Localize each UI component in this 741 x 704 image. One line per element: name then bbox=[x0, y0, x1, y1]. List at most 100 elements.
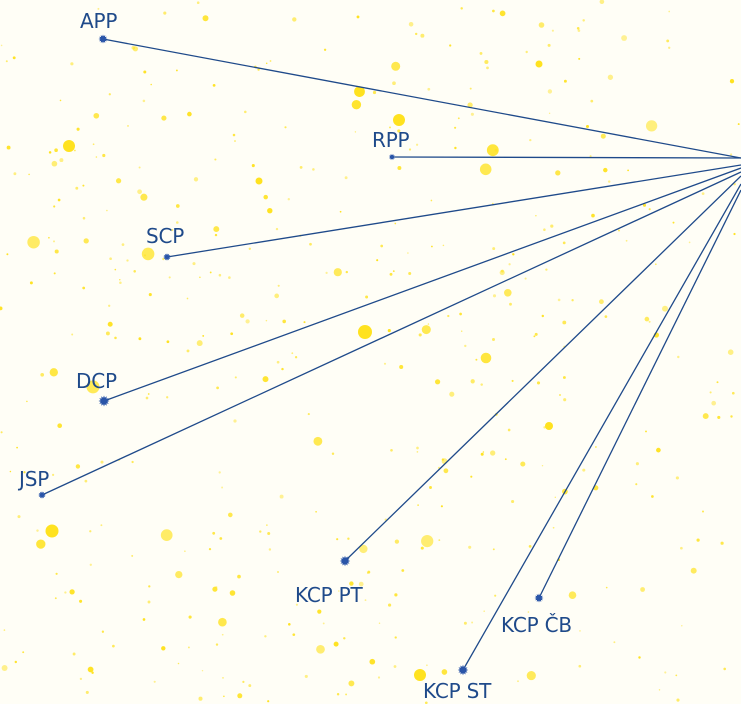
background-star bbox=[418, 333, 422, 337]
background-star bbox=[304, 674, 308, 678]
bright-star bbox=[63, 140, 75, 152]
background-star bbox=[345, 693, 348, 696]
background-star bbox=[676, 698, 680, 702]
background-star bbox=[251, 164, 255, 168]
background-star bbox=[119, 281, 122, 284]
background-star bbox=[57, 423, 63, 429]
background-star bbox=[429, 486, 432, 489]
background-star bbox=[307, 413, 310, 416]
background-star bbox=[166, 241, 169, 244]
background-star bbox=[147, 393, 150, 395]
background-star bbox=[380, 244, 384, 248]
background-star bbox=[339, 210, 342, 213]
background-star bbox=[645, 120, 658, 132]
background-star bbox=[366, 572, 369, 574]
background-star bbox=[408, 272, 412, 275]
background-star bbox=[392, 81, 396, 86]
background-star bbox=[257, 68, 260, 71]
node-label-app: APP bbox=[80, 9, 118, 33]
background-star bbox=[492, 294, 497, 298]
background-star bbox=[141, 247, 155, 261]
background-star bbox=[114, 336, 117, 340]
background-star bbox=[230, 332, 234, 336]
background-star bbox=[727, 349, 734, 356]
background-star bbox=[233, 419, 237, 423]
background-star bbox=[40, 372, 45, 377]
background-star bbox=[112, 644, 115, 648]
background-star bbox=[527, 611, 530, 613]
star-burst-icon bbox=[457, 664, 469, 676]
background-star bbox=[440, 505, 443, 508]
background-star bbox=[414, 32, 418, 36]
background-star bbox=[391, 61, 401, 71]
background-star bbox=[102, 153, 106, 158]
background-star bbox=[578, 664, 582, 668]
background-star bbox=[323, 48, 327, 51]
background-star bbox=[72, 652, 76, 656]
background-star bbox=[613, 641, 616, 644]
background-star bbox=[53, 205, 56, 208]
background-star bbox=[504, 458, 507, 461]
background-star bbox=[1, 665, 8, 671]
background-star bbox=[552, 526, 555, 529]
background-star bbox=[29, 281, 33, 285]
background-star bbox=[534, 332, 538, 336]
background-star bbox=[162, 257, 165, 261]
background-star bbox=[287, 198, 290, 201]
background-star bbox=[198, 696, 203, 701]
background-star bbox=[214, 158, 217, 161]
bright-star bbox=[535, 60, 543, 68]
background-star bbox=[668, 10, 671, 13]
background-star bbox=[64, 591, 67, 594]
background-star bbox=[281, 367, 284, 371]
background-star bbox=[153, 680, 156, 683]
background-star bbox=[132, 46, 139, 52]
background-star bbox=[509, 302, 512, 306]
background-star bbox=[70, 62, 74, 66]
background-star bbox=[292, 17, 297, 22]
background-star bbox=[107, 321, 113, 327]
background-star bbox=[383, 362, 387, 365]
background-star bbox=[426, 664, 428, 667]
background-star bbox=[196, 340, 203, 347]
background-star bbox=[331, 452, 335, 455]
background-star bbox=[469, 87, 472, 90]
bright-star bbox=[414, 669, 426, 681]
background-star bbox=[93, 112, 100, 119]
node-label-kcp-st: KCP ST bbox=[423, 679, 492, 703]
background-star bbox=[648, 320, 651, 323]
background-star bbox=[389, 272, 393, 276]
background-star bbox=[420, 33, 425, 38]
background-star bbox=[486, 144, 499, 157]
background-star bbox=[470, 112, 474, 116]
background-star bbox=[248, 247, 251, 250]
background-star bbox=[372, 90, 377, 95]
background-star bbox=[127, 124, 129, 127]
background-star bbox=[486, 66, 489, 70]
background-star bbox=[316, 644, 325, 654]
background-star bbox=[443, 468, 449, 474]
background-star bbox=[557, 298, 561, 302]
background-star bbox=[591, 213, 595, 218]
background-star bbox=[277, 571, 279, 573]
background-star bbox=[576, 27, 580, 30]
background-star bbox=[421, 325, 431, 335]
background-star bbox=[387, 329, 391, 333]
background-star bbox=[268, 548, 272, 551]
background-star bbox=[188, 615, 192, 619]
background-star bbox=[69, 589, 75, 595]
background-star bbox=[729, 79, 735, 84]
background-star bbox=[507, 428, 511, 432]
background-star bbox=[731, 391, 735, 395]
background-star bbox=[54, 597, 57, 600]
background-star bbox=[460, 330, 463, 332]
background-star bbox=[562, 241, 566, 245]
background-star bbox=[267, 532, 271, 535]
background-star bbox=[119, 279, 121, 281]
background-star bbox=[277, 284, 280, 287]
background-star bbox=[228, 276, 231, 279]
background-star bbox=[212, 84, 216, 87]
background-star bbox=[475, 358, 478, 361]
bright-star bbox=[545, 422, 553, 430]
